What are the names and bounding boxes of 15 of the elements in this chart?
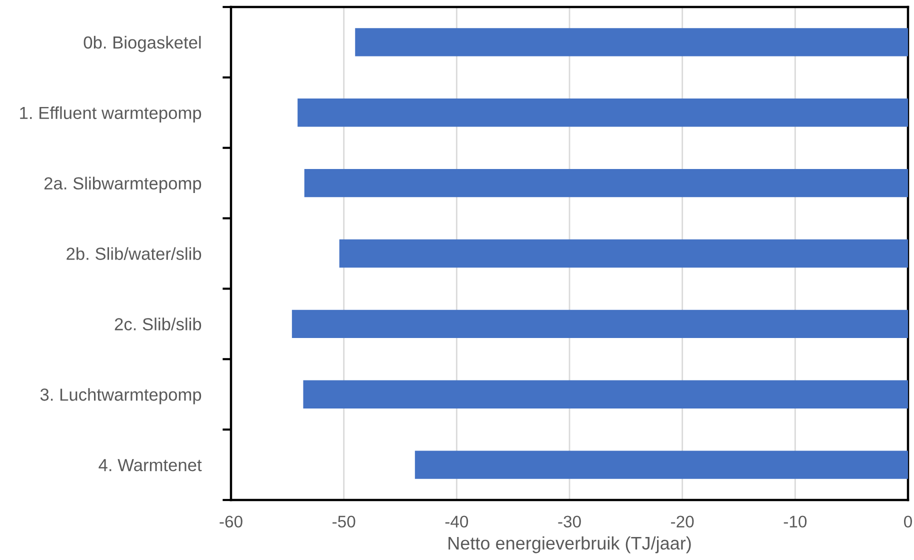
y-tick-label: 4. Warmtenet bbox=[98, 459, 202, 472]
y-tick-label: 2a. Slibwarmtepomp bbox=[44, 176, 202, 193]
y-tick-label: 0b. Biogasketel bbox=[84, 36, 201, 52]
x-tick-label: -50 bbox=[332, 516, 356, 528]
y-tick-label: 2c. Slib/slib bbox=[114, 318, 202, 330]
y-tick-label: 2b. Slib/water/slib bbox=[66, 247, 202, 260]
x-tick-label: -10 bbox=[784, 516, 807, 528]
x-tick-label: 0 bbox=[904, 516, 912, 528]
y-tick-label: 3. Luchtwarmtepomp bbox=[40, 388, 202, 404]
x-tick-label: -20 bbox=[671, 516, 694, 528]
x-tick-label: -30 bbox=[558, 516, 581, 528]
x-axis-title: Netto energieverbruik (TJ/jaar) bbox=[448, 536, 691, 554]
x-tick-label: -40 bbox=[445, 516, 468, 528]
x-tick-label: -60 bbox=[220, 516, 242, 528]
y-tick-label: 1. Effluent warmtepomp bbox=[20, 106, 202, 123]
